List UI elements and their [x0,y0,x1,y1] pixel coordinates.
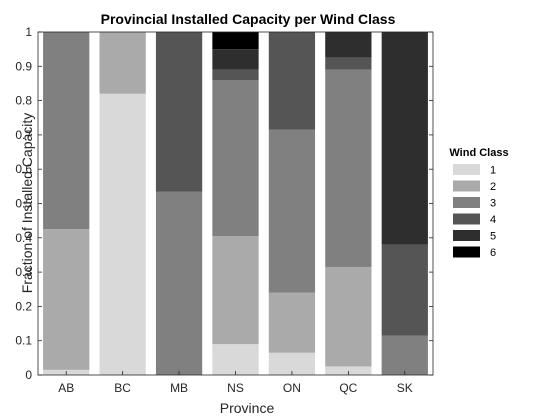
legend-title: Wind Class [449,147,508,159]
legend-label-class-6: 6 [490,247,496,259]
legend-swatch-class-5 [453,230,480,241]
legend-label-class-4: 4 [490,214,496,226]
x-tick-label-qc: QC [339,381,357,395]
bar-segment-bc-class-2 [99,32,146,94]
legend-swatch-class-1 [453,164,480,175]
bar-segment-mb-class-3 [155,191,203,375]
y-tick-label: 0 [25,368,32,382]
bar-segment-bc-class-1 [99,93,146,376]
x-tick-label-ab: AB [58,381,74,395]
bar-segment-ab-class-3 [43,32,90,230]
legend-label-class-2: 2 [490,181,496,193]
x-tick-label-sk: SK [397,381,413,395]
bar-segment-mb-class-4 [155,32,203,192]
bar-segment-on-class-2 [268,292,316,353]
y-axis: 0 0.1 0.2 0.3 0.4 0.5 0.6 0.7 0.8 0.9 1 [15,25,433,382]
y-axis-label: Fraction of Installed Capacity [19,113,35,294]
y-tick-label: 0.9 [15,59,32,73]
bar-segment-on-class-4 [268,32,316,130]
x-axis-label: Province [220,400,275,416]
chart-title: Provincial Installed Capacity per Wind C… [101,11,396,27]
bar-segment-on-class-3 [268,129,316,293]
bar-segment-sk-class-5 [381,32,428,245]
y-tick-label: 0.7 [15,128,32,142]
legend-swatch-class-4 [453,213,480,225]
bar-segment-ns-class-5 [212,49,259,70]
y-tick-label: 0.6 [15,162,32,176]
bar-segment-qc-class-4 [325,57,372,70]
x-tick-label-ns: NS [227,381,244,395]
bar-segment-qc-class-1 [325,366,372,375]
legend-label-class-5: 5 [490,231,496,243]
bar-segment-ns-class-1 [212,344,259,375]
legend: Wind Class 1 2 3 4 5 6 [449,147,508,259]
bar-segment-ns-class-4 [212,69,259,81]
legend-swatch-class-2 [453,180,480,192]
bar-segment-sk-class-3 [381,335,428,375]
y-tick-label: 0.3 [15,265,32,279]
plot-area [43,32,428,376]
x-tick-label-on: ON [283,381,301,395]
bar-segment-ns-class-3 [212,80,259,237]
bar-segment-qc-class-5 [325,32,372,58]
legend-label-class-1: 1 [490,165,496,177]
bar-segment-ns-class-6 [212,32,259,50]
y-tick-label: 0.8 [15,94,32,108]
x-axis: AB BC MB NS ON QC SK [58,371,413,395]
bar-segment-ab-class-2 [43,229,90,370]
legend-label-class-3: 3 [490,198,496,210]
bar-segment-ns-class-2 [212,236,259,345]
y-tick-label: 0.5 [15,197,32,211]
x-tick-label-mb: MB [170,381,188,395]
y-tick-label: 1 [25,25,32,39]
legend-swatch-class-3 [453,197,480,208]
y-tick-label: 0.4 [15,231,32,245]
bar-segment-qc-class-2 [325,266,372,367]
y-tick-label: 0.2 [15,299,32,313]
bar-segment-qc-class-3 [325,69,372,267]
bar-segment-on-class-1 [268,352,316,375]
legend-swatch-class-6 [453,246,480,258]
bar-segment-sk-class-4 [381,244,428,336]
x-tick-label-bc: BC [114,381,131,395]
y-tick-label: 0.1 [15,334,32,348]
